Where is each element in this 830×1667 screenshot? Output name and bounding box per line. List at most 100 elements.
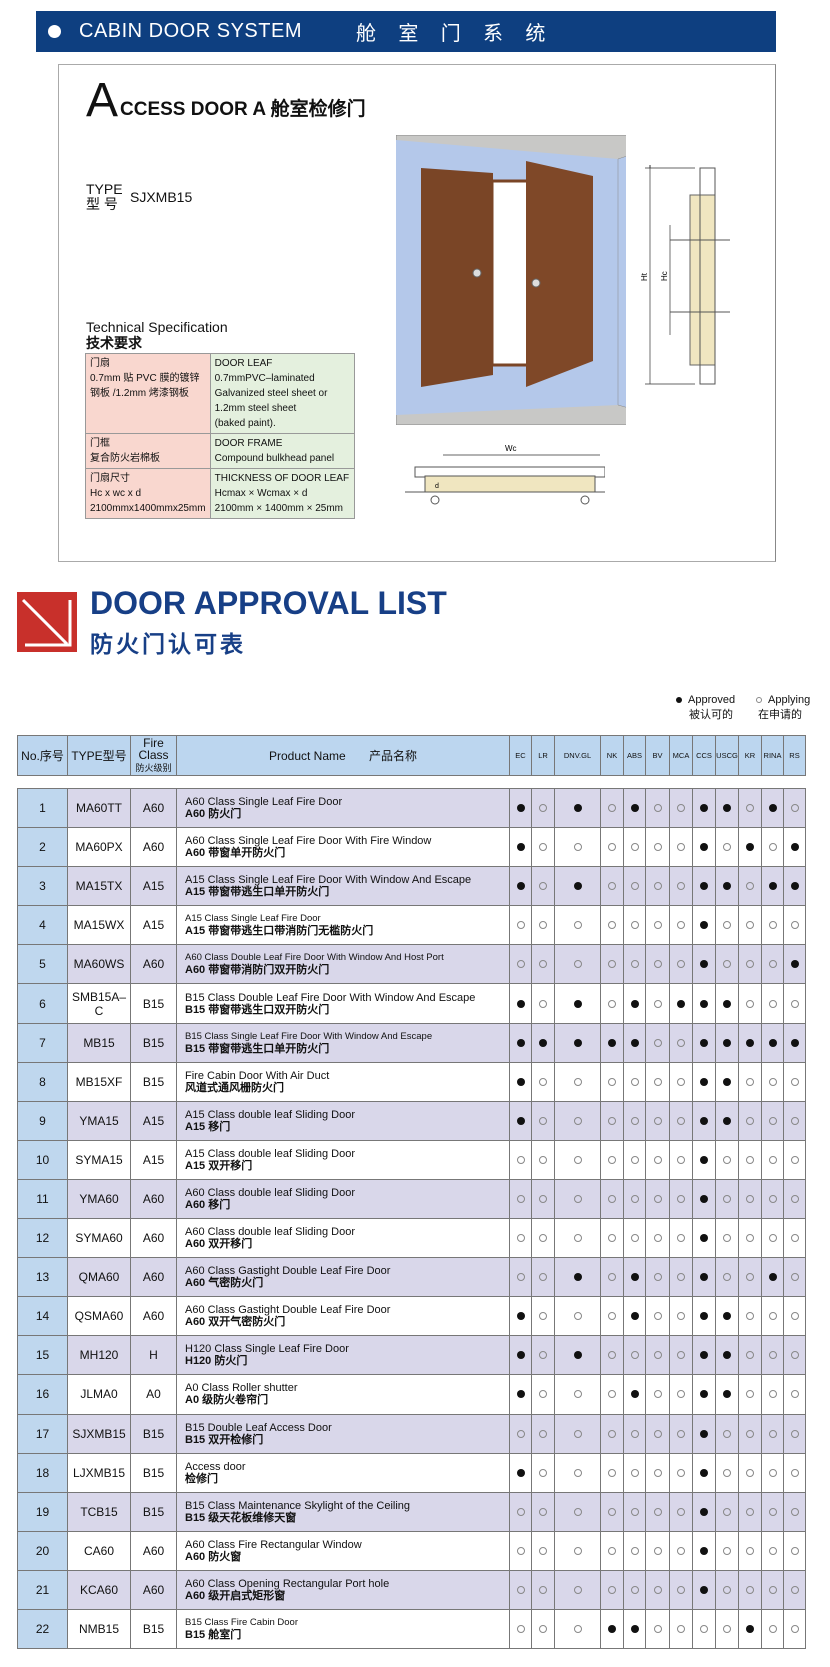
applying-dot-icon	[768, 1351, 777, 1360]
row-type: MB15	[67, 1022, 131, 1063]
approval-cell	[669, 1178, 693, 1220]
approval-cell	[531, 1374, 555, 1415]
section-banner: CABIN DOOR SYSTEM 舱 室 门 系 统	[36, 11, 776, 52]
approval-cell	[783, 1296, 806, 1337]
row-fire-class: B15	[130, 983, 177, 1024]
table-row: 4 MA15WX A15 A15 Class Single Leaf Fire Doo…	[17, 905, 806, 946]
approved-dot-icon	[630, 804, 639, 813]
approval-cell	[554, 1608, 601, 1650]
approved-dot-icon	[700, 1546, 708, 1555]
applying-dot-icon	[768, 1077, 777, 1086]
applying-dot-icon	[653, 882, 662, 891]
approval-cell	[645, 1335, 670, 1376]
header-society: EC	[509, 735, 532, 776]
applying-dot-icon	[723, 960, 731, 969]
applying-dot-icon	[539, 804, 547, 813]
applying-dot-icon	[768, 921, 777, 930]
applying-dot-icon	[790, 1312, 799, 1321]
row-product-name: A15 Class Single Leaf Fire Door A15 带窗带逃生…	[176, 905, 510, 946]
approval-cell	[600, 905, 624, 946]
row-product-name: B15 Class Maintenance Skylight of the Ce…	[176, 1491, 510, 1532]
approval-cell	[600, 1608, 624, 1650]
approved-dot-icon	[630, 999, 639, 1008]
applying-dot-icon	[608, 843, 616, 852]
approval-cell	[531, 1530, 555, 1571]
approval-cell	[509, 1452, 532, 1493]
applying-dot-icon	[539, 1194, 547, 1203]
spec-line: 2100mmx1400mmx25mm	[90, 503, 206, 514]
approval-cell	[645, 905, 670, 946]
approval-cell	[669, 905, 693, 946]
spec-cell-en: THICKNESS OF DOOR LEAF Hcmax × Wcmax × d 2…	[209, 468, 355, 519]
applying-dot-icon	[573, 1468, 582, 1477]
row-number: 22	[17, 1608, 68, 1650]
spec-line: (baked paint).	[214, 418, 276, 429]
applying-dot-icon	[677, 1077, 685, 1086]
applying-dot-icon	[573, 1312, 582, 1321]
approval-cell	[669, 827, 693, 868]
table-row: 11 YMA60 A60 A60 Class double leaf Sliding …	[17, 1178, 806, 1220]
applying-dot-icon	[677, 960, 685, 969]
approval-cell	[783, 944, 806, 985]
approval-cell	[715, 1335, 739, 1376]
approval-cell	[761, 1061, 784, 1102]
row-fire-class: B15	[130, 1608, 177, 1650]
approval-cell	[554, 1139, 601, 1180]
applying-dot-icon	[790, 1507, 799, 1516]
applying-dot-icon	[608, 1390, 616, 1399]
approval-cell	[509, 827, 532, 868]
approval-cell	[509, 1374, 532, 1415]
spec-line: Galvanized steel sheet or	[214, 388, 328, 399]
approval-cell	[738, 1452, 762, 1493]
row-fire-class: A60	[130, 1257, 177, 1298]
approval-cell	[645, 983, 670, 1024]
row-number: 19	[17, 1491, 68, 1532]
applying-dot-icon	[723, 1273, 731, 1282]
applying-dot-icon	[573, 1625, 582, 1634]
approval-cell	[531, 1218, 555, 1259]
applying-dot-icon	[516, 960, 525, 969]
approved-dot-icon	[723, 882, 731, 891]
row-product-name: A60 Class Single Leaf Fire Door With Fir…	[176, 827, 510, 868]
approved-dot-icon	[516, 1390, 525, 1399]
applying-dot-icon	[677, 1351, 685, 1360]
approved-dot-icon	[700, 1585, 708, 1594]
approval-cell	[623, 1100, 646, 1141]
approval-cell	[600, 827, 624, 868]
row-type: MB15XF	[67, 1061, 131, 1102]
approval-cell	[554, 1296, 601, 1337]
applying-dot-icon	[573, 1507, 582, 1516]
row-fire-class: A60	[130, 1218, 177, 1259]
row-type: SYMA60	[67, 1218, 131, 1259]
row-fire-class: B15	[130, 1413, 177, 1454]
applying-dot-icon	[768, 1234, 777, 1243]
table-row: 19 TCB15 B15 B15 Class Maintenance Skylight…	[17, 1491, 806, 1532]
row-fire-class: A60	[130, 827, 177, 868]
applying-dot-icon	[768, 1194, 777, 1203]
approved-dot-icon	[700, 999, 708, 1008]
approval-cell	[692, 1608, 716, 1650]
approval-cell	[531, 787, 555, 829]
row-fire-class: A60	[130, 1296, 177, 1337]
spec-cell-cn: 门框 复合防火岩棉板	[85, 433, 211, 469]
product-name-en: A15 Class Single Leaf Fire Door With Win…	[185, 874, 472, 887]
approval-cell	[623, 1139, 646, 1180]
approval-cell	[645, 827, 670, 868]
product-name-en: A15 Class double leaf Sliding Door	[185, 1147, 355, 1160]
spec-line: 钢板 /1.2mm 烤漆钢板	[90, 388, 189, 399]
spec-line: THICKNESS OF DOOR LEAF	[214, 473, 350, 484]
approved-dot-icon	[630, 1390, 639, 1399]
row-fire-class: B15	[130, 1061, 177, 1102]
table-row: 21 KCA60 A60 A60 Class Opening Rectangular …	[17, 1569, 806, 1610]
applying-dot-icon	[630, 882, 639, 891]
approval-cell	[509, 1569, 532, 1610]
approval-cell	[783, 1178, 806, 1220]
approval-cell	[738, 1374, 762, 1415]
approved-dot-icon	[608, 1625, 616, 1634]
approval-cell	[509, 1335, 532, 1376]
approval-cell	[669, 1569, 693, 1610]
approval-cell	[554, 1335, 601, 1376]
applying-dot-icon	[768, 1585, 777, 1594]
approval-cell	[692, 944, 716, 985]
row-number: 18	[17, 1452, 68, 1493]
